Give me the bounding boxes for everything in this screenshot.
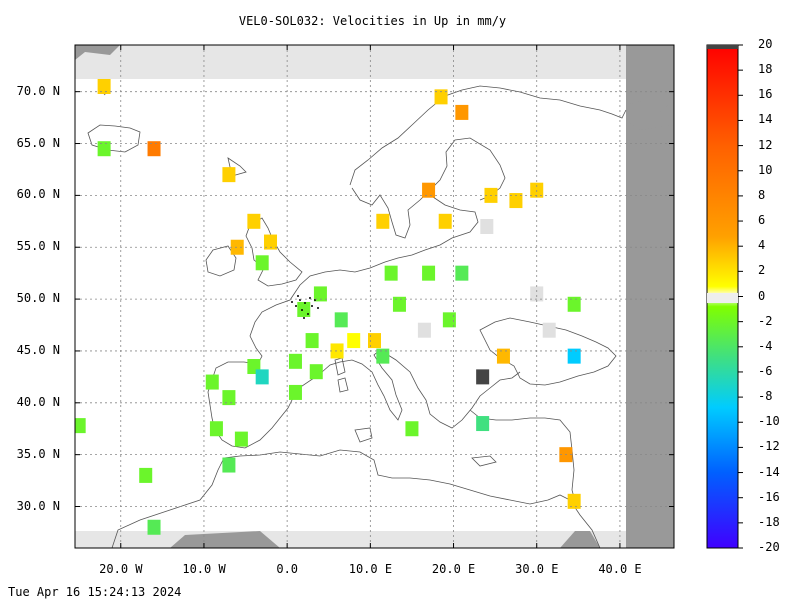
velocity-cell xyxy=(476,416,490,432)
velocity-cell xyxy=(264,234,278,250)
velocity-cell xyxy=(480,218,494,234)
velocity-cell xyxy=(297,301,311,317)
lat-tick-label: 65.0 N xyxy=(16,135,60,150)
map-title: VEL0-SOL032: Velocities in Up in mm/y xyxy=(238,14,507,28)
colorbar-tick-label: -12 xyxy=(758,439,780,454)
lon-tick-label: 20.0 W xyxy=(99,562,143,576)
colorbar-tick-label: -18 xyxy=(758,514,780,529)
colorbar-tick-label: 2 xyxy=(758,263,766,278)
velocity-cell xyxy=(222,457,236,473)
velocity-cell xyxy=(97,141,111,157)
velocity-cell xyxy=(442,312,456,328)
colorbar-tick-label: 16 xyxy=(758,87,773,102)
lon-tick-label: 20.0 E xyxy=(431,562,476,576)
lon-tick-label: 40.0 E xyxy=(598,562,642,576)
velocity-cell xyxy=(230,239,244,255)
velocity-cell xyxy=(288,384,302,400)
map-border xyxy=(74,44,675,549)
velocity-cell xyxy=(205,374,219,390)
colorbar-tick-label: 4 xyxy=(758,238,766,253)
colorbar-tick-label: -8 xyxy=(758,389,773,404)
colorbar-tick-label: 10 xyxy=(758,162,773,177)
velocity-cell xyxy=(313,286,327,302)
colorbar-tick-label: -10 xyxy=(758,414,780,429)
velocity-cell xyxy=(455,265,469,281)
lat-tick-label: 30.0 N xyxy=(16,498,60,513)
colorbar xyxy=(706,44,739,549)
velocity-cell xyxy=(247,213,261,229)
velocity-cell xyxy=(405,421,419,437)
velocity-cell xyxy=(376,213,390,229)
no-data-region-north xyxy=(75,45,674,79)
colorbar-tick-label: 20 xyxy=(758,37,773,51)
velocity-cell xyxy=(347,333,361,349)
colorbar-tick-label: -4 xyxy=(758,338,773,353)
velocity-cell xyxy=(222,167,236,183)
velocity-cell xyxy=(147,519,161,535)
velocity-cell xyxy=(222,390,236,406)
velocity-cell xyxy=(97,78,111,94)
velocity-cell xyxy=(496,348,510,364)
colorbar-tick-label: 0 xyxy=(758,288,766,303)
velocity-cell xyxy=(455,104,469,120)
velocity-cell xyxy=(376,348,390,364)
lat-tick-label: 40.0 N xyxy=(16,394,60,409)
lon-tick-label: 10.0 E xyxy=(348,562,393,576)
velocity-cell xyxy=(422,265,436,281)
velocity-cell xyxy=(434,89,448,105)
velocity-cell xyxy=(476,369,490,385)
colorbar-tick-label: -14 xyxy=(758,464,780,479)
velocity-cell xyxy=(530,286,544,302)
lat-tick-label: 50.0 N xyxy=(16,291,60,306)
lat-tick-label: 60.0 N xyxy=(16,187,60,202)
colorbar-tick-label: -6 xyxy=(758,363,773,378)
velocity-cell xyxy=(255,255,269,271)
colorbar-tick-label: 18 xyxy=(758,62,773,77)
map-frame xyxy=(75,45,674,548)
colorbar-tick-label: 8 xyxy=(758,187,766,202)
lat-tick-label: 70.0 N xyxy=(16,83,60,98)
colorbar-tick-label: 14 xyxy=(758,112,773,127)
velocity-cell xyxy=(305,333,319,349)
velocity-cell xyxy=(509,193,523,209)
velocity-cell xyxy=(255,369,269,385)
velocity-cell xyxy=(567,296,581,312)
velocity-cell xyxy=(147,141,161,157)
lon-tick-label: 10.0 W xyxy=(182,562,226,576)
lat-tick-label: 55.0 N xyxy=(16,239,60,254)
velocity-cell xyxy=(422,182,436,198)
velocity-cell xyxy=(139,467,153,483)
colorbar-tick-label: -2 xyxy=(758,313,773,328)
velocity-cell xyxy=(75,418,86,434)
colorbar-tick-label: 6 xyxy=(758,213,766,228)
colorbar-tick-label: -16 xyxy=(758,489,780,504)
velocity-cell xyxy=(368,333,381,349)
station-cluster xyxy=(291,295,319,319)
lat-tick-label: 35.0 N xyxy=(16,446,60,461)
velocity-cell xyxy=(384,265,398,281)
velocity-cell xyxy=(392,296,406,312)
velocity-cell xyxy=(234,431,248,447)
colorbar-tick-label: -20 xyxy=(758,540,780,554)
colorbar-tick-label: 12 xyxy=(758,137,773,152)
velocity-cells xyxy=(75,78,581,535)
velocity-cell xyxy=(330,343,344,359)
velocity-cell xyxy=(417,322,431,338)
velocity-cell xyxy=(209,421,223,437)
timestamp: Tue Apr 16 15:24:13 2024 xyxy=(8,585,182,599)
velocity-cell xyxy=(334,312,348,328)
velocity-cell xyxy=(567,348,581,364)
velocity-cell xyxy=(542,322,556,338)
lat-tick-label: 45.0 N xyxy=(16,342,60,357)
graticule xyxy=(75,45,674,548)
velocity-cell xyxy=(309,364,323,380)
coastlines xyxy=(87,85,627,548)
velocity-cell xyxy=(438,213,452,229)
outside-region-east xyxy=(626,45,674,548)
lon-tick-label: 0.0 xyxy=(276,562,299,576)
velocity-cell xyxy=(288,353,302,369)
velocity-cell xyxy=(567,493,581,509)
lon-tick-label: 30.0 E xyxy=(515,562,559,576)
